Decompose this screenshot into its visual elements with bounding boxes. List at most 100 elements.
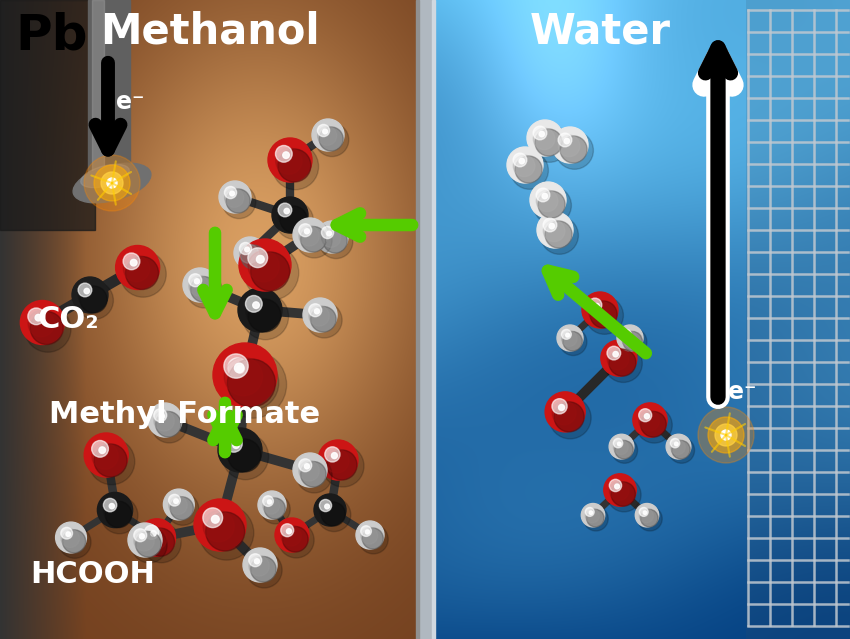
Circle shape [530, 182, 566, 218]
Circle shape [601, 340, 637, 376]
Circle shape [536, 188, 550, 202]
Circle shape [189, 273, 201, 287]
Circle shape [228, 439, 261, 472]
Circle shape [536, 129, 562, 156]
Circle shape [539, 132, 545, 137]
Circle shape [20, 300, 65, 344]
Circle shape [163, 489, 194, 520]
Circle shape [226, 438, 252, 465]
Circle shape [586, 509, 599, 523]
Circle shape [251, 557, 276, 582]
Circle shape [666, 435, 691, 459]
Circle shape [558, 133, 572, 147]
Circle shape [240, 242, 252, 254]
Circle shape [66, 532, 71, 536]
Circle shape [278, 203, 292, 217]
Circle shape [101, 497, 138, 534]
Circle shape [533, 126, 547, 140]
Circle shape [105, 501, 132, 528]
Circle shape [138, 519, 175, 556]
Circle shape [154, 411, 174, 431]
Circle shape [233, 442, 240, 449]
Circle shape [549, 224, 554, 229]
Circle shape [134, 530, 155, 551]
Circle shape [72, 277, 108, 313]
Circle shape [281, 526, 302, 546]
Circle shape [615, 484, 620, 489]
Circle shape [199, 505, 254, 560]
Circle shape [261, 495, 290, 524]
Circle shape [360, 526, 371, 536]
Circle shape [225, 436, 242, 452]
Circle shape [588, 300, 610, 321]
Circle shape [586, 507, 594, 516]
Circle shape [643, 511, 647, 514]
Circle shape [31, 311, 63, 344]
Circle shape [240, 244, 258, 263]
Circle shape [315, 123, 348, 157]
Circle shape [560, 136, 587, 163]
Circle shape [224, 354, 248, 378]
Circle shape [326, 231, 332, 236]
Circle shape [84, 155, 140, 211]
Circle shape [321, 502, 345, 526]
Text: HCOOH: HCOOH [30, 560, 155, 589]
Circle shape [280, 206, 307, 233]
Circle shape [243, 548, 277, 582]
Circle shape [251, 252, 290, 291]
Circle shape [109, 504, 115, 509]
Circle shape [252, 302, 259, 309]
Circle shape [552, 127, 588, 163]
Circle shape [698, 407, 754, 463]
Circle shape [244, 245, 299, 300]
Circle shape [582, 292, 618, 328]
Circle shape [167, 493, 199, 525]
Circle shape [219, 181, 251, 213]
Circle shape [621, 331, 638, 346]
Circle shape [84, 288, 89, 294]
Circle shape [590, 301, 617, 328]
Circle shape [189, 275, 209, 296]
Circle shape [620, 328, 647, 355]
Circle shape [92, 440, 109, 457]
Circle shape [248, 250, 280, 282]
Circle shape [92, 443, 118, 469]
Circle shape [168, 495, 180, 506]
Circle shape [721, 430, 731, 440]
Circle shape [203, 508, 223, 528]
Circle shape [224, 189, 244, 208]
Circle shape [638, 507, 662, 531]
Circle shape [607, 346, 620, 360]
Circle shape [173, 499, 178, 504]
Circle shape [609, 435, 634, 459]
Circle shape [242, 293, 289, 340]
Circle shape [293, 453, 327, 487]
Circle shape [183, 268, 217, 302]
Circle shape [669, 437, 694, 463]
Circle shape [362, 528, 383, 549]
Circle shape [604, 473, 636, 506]
Circle shape [323, 129, 327, 134]
Circle shape [228, 360, 259, 392]
Circle shape [151, 407, 187, 443]
Circle shape [637, 407, 672, 443]
Circle shape [94, 444, 127, 477]
Circle shape [617, 442, 621, 446]
Circle shape [541, 217, 578, 254]
Circle shape [594, 304, 599, 309]
Ellipse shape [88, 169, 130, 187]
Circle shape [206, 512, 245, 551]
Circle shape [306, 302, 342, 338]
Circle shape [98, 493, 133, 528]
Circle shape [566, 333, 570, 337]
Circle shape [607, 348, 629, 370]
Circle shape [320, 225, 353, 259]
Circle shape [107, 178, 117, 188]
Circle shape [320, 500, 332, 512]
Circle shape [99, 447, 105, 454]
Circle shape [543, 220, 565, 242]
Ellipse shape [73, 163, 151, 203]
Circle shape [671, 440, 685, 454]
Circle shape [316, 221, 348, 253]
Circle shape [534, 187, 571, 224]
